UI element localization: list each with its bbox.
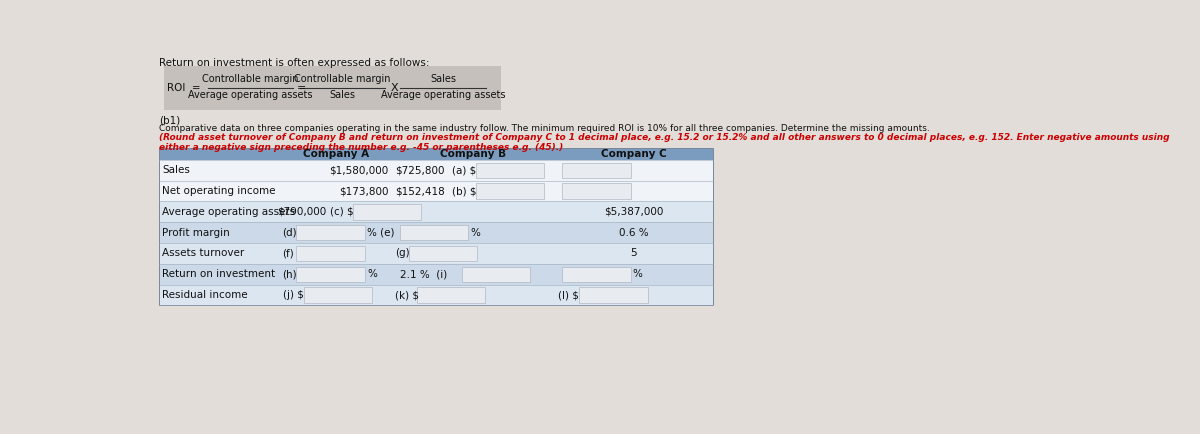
Text: %: % (470, 228, 480, 238)
Text: (k) $: (k) $ (395, 290, 419, 300)
Text: 5: 5 (631, 248, 637, 258)
Text: Controllable margin: Controllable margin (294, 74, 390, 84)
Text: Profit margin: Profit margin (162, 228, 230, 238)
Text: $725,800: $725,800 (395, 165, 444, 175)
FancyBboxPatch shape (160, 264, 714, 285)
FancyBboxPatch shape (580, 287, 648, 303)
FancyBboxPatch shape (160, 201, 714, 222)
FancyBboxPatch shape (400, 225, 468, 240)
Text: (g): (g) (395, 248, 409, 258)
Text: $790,000: $790,000 (277, 207, 326, 217)
Text: Net operating income: Net operating income (162, 186, 276, 196)
Text: $5,387,000: $5,387,000 (605, 207, 664, 217)
Text: (c) $: (c) $ (330, 207, 354, 217)
Text: (a) $: (a) $ (452, 165, 476, 175)
FancyBboxPatch shape (462, 266, 529, 282)
FancyBboxPatch shape (296, 246, 365, 261)
FancyBboxPatch shape (296, 266, 365, 282)
FancyBboxPatch shape (409, 246, 478, 261)
FancyBboxPatch shape (563, 266, 630, 282)
Text: Comparative data on three companies operating in the same industry follow. The m: Comparative data on three companies oper… (160, 125, 930, 134)
FancyBboxPatch shape (160, 222, 714, 243)
Text: Average operating assets: Average operating assets (162, 207, 295, 217)
Text: (f): (f) (282, 248, 294, 258)
Text: %: % (367, 269, 377, 279)
FancyBboxPatch shape (305, 287, 372, 303)
Text: $1,580,000: $1,580,000 (330, 165, 389, 175)
Text: (b1): (b1) (160, 116, 180, 126)
Text: Company A: Company A (302, 149, 368, 159)
Text: Assets turnover: Assets turnover (162, 248, 245, 258)
Text: % (e): % (e) (367, 228, 395, 238)
FancyBboxPatch shape (160, 181, 714, 201)
Text: Average operating assets: Average operating assets (188, 90, 313, 100)
FancyBboxPatch shape (563, 183, 630, 199)
Text: (d): (d) (282, 228, 298, 238)
Text: Sales: Sales (430, 74, 456, 84)
FancyBboxPatch shape (160, 148, 714, 160)
Text: (l) $: (l) $ (558, 290, 578, 300)
Text: Sales: Sales (162, 165, 191, 175)
Text: $173,800: $173,800 (340, 186, 389, 196)
Text: 2.1 %  (i): 2.1 % (i) (400, 269, 446, 279)
Text: Controllable margin: Controllable margin (203, 74, 299, 84)
FancyBboxPatch shape (475, 183, 544, 199)
Text: X: X (391, 83, 398, 93)
Text: Return on investment is often expressed as follows:: Return on investment is often expressed … (160, 58, 430, 68)
Text: Sales: Sales (329, 90, 355, 100)
Text: Average operating assets: Average operating assets (380, 90, 505, 100)
FancyBboxPatch shape (475, 163, 544, 178)
FancyBboxPatch shape (160, 243, 714, 264)
FancyBboxPatch shape (160, 160, 714, 181)
Text: (h): (h) (282, 269, 298, 279)
Text: $152,418: $152,418 (395, 186, 444, 196)
FancyBboxPatch shape (416, 287, 485, 303)
FancyBboxPatch shape (160, 285, 714, 306)
Text: Company C: Company C (601, 149, 667, 159)
Text: (Round asset turnover of Company B and return on investment of Company C to 1 de: (Round asset turnover of Company B and r… (160, 133, 1170, 152)
Text: Residual income: Residual income (162, 290, 248, 300)
Text: (b) $: (b) $ (452, 186, 476, 196)
Text: ROI  =: ROI = (167, 83, 200, 93)
Text: 0.6 %: 0.6 % (619, 228, 649, 238)
Text: (j) $: (j) $ (282, 290, 304, 300)
Text: %: % (632, 269, 643, 279)
Text: Return on investment: Return on investment (162, 269, 276, 279)
FancyBboxPatch shape (563, 163, 630, 178)
Text: =: = (298, 83, 306, 93)
FancyBboxPatch shape (296, 225, 365, 240)
FancyBboxPatch shape (164, 66, 502, 110)
Text: Company B: Company B (440, 149, 506, 159)
FancyBboxPatch shape (353, 204, 421, 220)
